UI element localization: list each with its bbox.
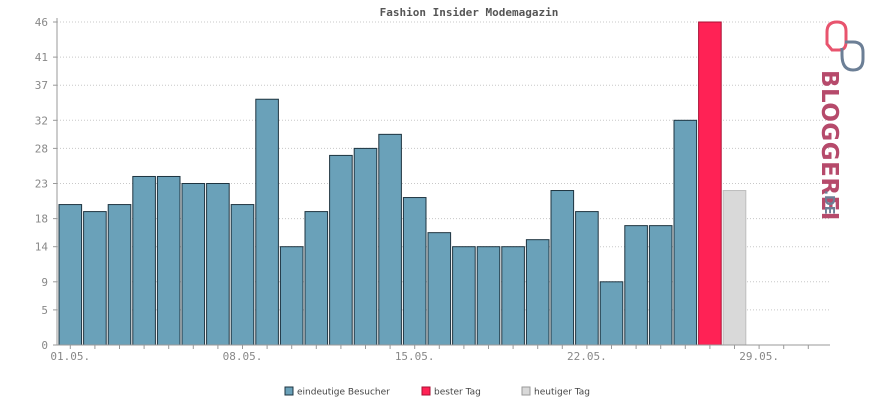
- y-tick-label: 28: [35, 142, 48, 155]
- y-tick-label: 0: [41, 339, 48, 352]
- y-tick-label: 9: [41, 276, 48, 289]
- bar: [353, 147, 378, 346]
- bar-best-day: [698, 21, 722, 346]
- bar: [550, 190, 575, 346]
- bar: [599, 281, 624, 346]
- bar: [427, 232, 452, 346]
- bar: [279, 246, 304, 346]
- x-axis-ticks: 01.05. 08.05. 15.05. 22.05. 29.05.: [50, 345, 809, 363]
- y-axis-ticks: 0 5 9 14 18 23 28 32 37 41 46: [35, 16, 57, 352]
- legend-swatch: [421, 386, 431, 396]
- y-tick-label: 14: [35, 241, 49, 254]
- bar: [525, 239, 550, 346]
- bar: [378, 133, 402, 346]
- logo-mark-icon: [825, 20, 865, 72]
- y-tick-label: 5: [41, 304, 48, 317]
- bar: [575, 211, 599, 346]
- bar-today: [722, 190, 747, 346]
- y-tick-label: 32: [35, 114, 48, 127]
- y-tick-label: 23: [35, 178, 48, 191]
- bar: [255, 98, 279, 346]
- legend-label: bester Tag: [434, 388, 481, 398]
- legend-label: heutiger Tag: [534, 388, 590, 398]
- bar: [107, 204, 132, 346]
- x-tick-label: 08.05.: [223, 350, 263, 363]
- x-tick-label: 15.05.: [395, 350, 435, 363]
- bloggerei-logo: BLOGGEREI .DE: [816, 20, 865, 221]
- x-tick-label: 01.05.: [50, 350, 90, 363]
- bar: [501, 246, 525, 346]
- bar: [673, 119, 698, 346]
- bar: [83, 211, 107, 346]
- bar: [624, 225, 648, 346]
- bar: [476, 246, 501, 346]
- bar: [206, 183, 230, 346]
- x-tick-label: 29.05.: [739, 350, 779, 363]
- x-tick-label: 22.05.: [567, 350, 607, 363]
- y-tick-label: 18: [35, 213, 48, 226]
- bar: [230, 204, 255, 346]
- bar: [402, 197, 427, 346]
- logo-suffix: .DE: [821, 190, 836, 215]
- y-tick-label: 41: [35, 51, 48, 64]
- bars: [58, 21, 747, 346]
- legend-label: eindeutige Besucher: [297, 388, 390, 398]
- axes: [56, 18, 830, 346]
- legend: eindeutige Besucher bester Tag heutiger Ta…: [284, 386, 590, 398]
- legend-swatch: [284, 386, 294, 396]
- y-tick-label: 37: [35, 79, 48, 92]
- bar: [132, 175, 156, 346]
- bar: [181, 183, 206, 346]
- bar: [304, 211, 329, 346]
- chart-title: Fashion Insider Modemagazin: [380, 6, 559, 19]
- logo-text: BLOGGEREI: [816, 70, 842, 221]
- bar: [156, 175, 181, 346]
- bar: [452, 246, 476, 346]
- bar: [648, 225, 673, 346]
- y-tick-label: 46: [35, 16, 48, 29]
- legend-swatch: [521, 386, 531, 396]
- bar: [58, 204, 83, 346]
- bar: [329, 154, 353, 346]
